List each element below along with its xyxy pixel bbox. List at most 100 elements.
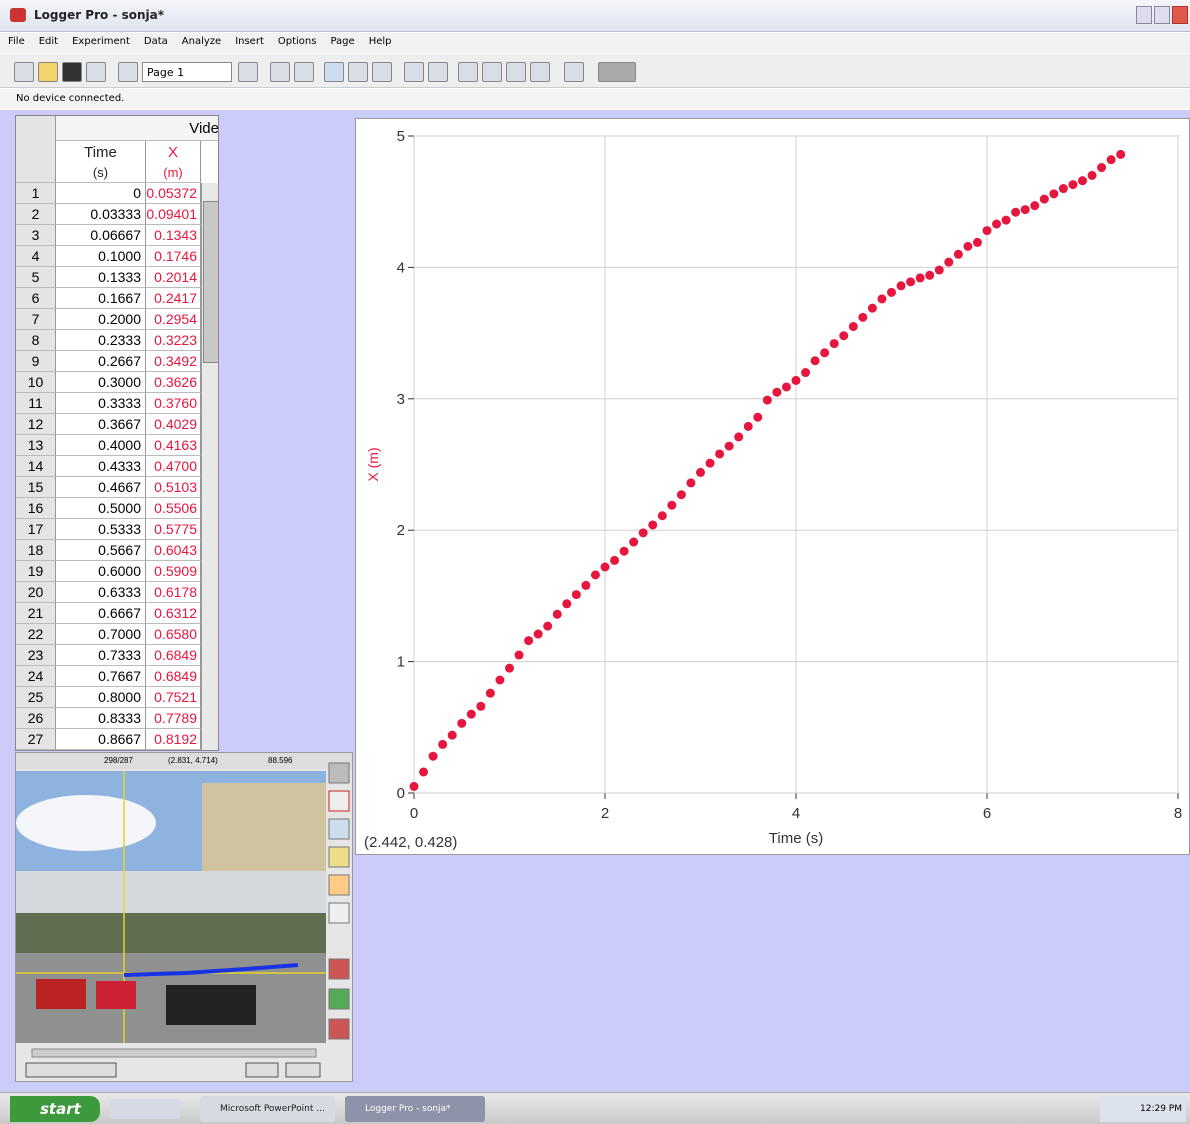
zoom-in-button[interactable] <box>348 62 368 82</box>
open-button[interactable] <box>38 62 58 82</box>
data-point <box>983 226 992 235</box>
page-selector[interactable]: Page 1 <box>142 62 232 82</box>
data-point <box>1011 208 1020 217</box>
time-cell: 0.4333 <box>56 456 146 477</box>
quick-launch[interactable] <box>110 1099 180 1119</box>
data-point <box>505 664 514 673</box>
x-cell: 0.3492 <box>146 351 201 372</box>
data-point <box>734 432 743 441</box>
video-option[interactable] <box>246 1063 278 1077</box>
data-point <box>1088 171 1097 180</box>
data-point <box>744 422 753 431</box>
table-button[interactable] <box>270 62 290 82</box>
video-tool[interactable] <box>329 903 349 923</box>
video-tool[interactable] <box>329 763 349 783</box>
data-point <box>868 304 877 313</box>
video-slider[interactable] <box>32 1049 316 1057</box>
tangent-button[interactable] <box>428 62 448 82</box>
cursor-readout: (2.442, 0.428) <box>364 834 457 851</box>
new-button[interactable] <box>14 62 34 82</box>
y-axis-label: X (m) <box>365 447 381 481</box>
data-point <box>916 273 925 282</box>
taskbar: start 12:29 PM Microsoft PowerPoint ...L… <box>0 1092 1190 1124</box>
video-tool[interactable] <box>329 959 349 979</box>
data-point <box>925 271 934 280</box>
zoom-out-button[interactable] <box>372 62 392 82</box>
video-tool[interactable] <box>329 875 349 895</box>
linear-fit-button[interactable] <box>506 62 526 82</box>
x-cell: 0.7789 <box>146 708 201 729</box>
toolbar: Page 1 <box>0 54 1190 88</box>
autoscale-button[interactable] <box>324 62 344 82</box>
x-cell: 0.6580 <box>146 624 201 645</box>
time-cell: 0.1667 <box>56 288 146 309</box>
menu-item[interactable]: Options <box>270 33 323 47</box>
x-cell: 0.2417 <box>146 288 201 309</box>
row-number: 17 <box>16 519 56 540</box>
y-tick-label: 4 <box>397 259 405 276</box>
maximize-button[interactable] <box>1154 6 1170 24</box>
data-point <box>1049 189 1058 198</box>
save-button[interactable] <box>62 62 82 82</box>
next-page-button[interactable] <box>238 62 258 82</box>
integral-button[interactable] <box>458 62 478 82</box>
menu-item[interactable]: Page <box>322 33 360 47</box>
menu-item[interactable]: Experiment <box>64 33 136 47</box>
row-number: 11 <box>16 393 56 414</box>
minimize-button[interactable] <box>1136 6 1152 24</box>
data-point <box>820 348 829 357</box>
x-cell: 0.5775 <box>146 519 201 540</box>
collect-button[interactable] <box>598 62 636 82</box>
data-point <box>877 294 886 303</box>
row-number: 9 <box>16 351 56 372</box>
data-point <box>1116 150 1125 159</box>
replay-button[interactable] <box>564 62 584 82</box>
start-button[interactable]: start <box>10 1096 100 1122</box>
video-tool[interactable] <box>329 1019 349 1039</box>
data-point <box>572 590 581 599</box>
task-button[interactable]: Microsoft PowerPoint ... <box>200 1096 335 1122</box>
stats-button[interactable] <box>482 62 502 82</box>
status-bar: No device connected. <box>0 89 1190 109</box>
examine-button[interactable] <box>404 62 424 82</box>
menu-item[interactable]: Help <box>361 33 398 47</box>
row-number: 25 <box>16 687 56 708</box>
scroll-thumb[interactable] <box>203 201 219 363</box>
data-point <box>620 547 629 556</box>
video-tool[interactable] <box>329 819 349 839</box>
row-number: 3 <box>16 225 56 246</box>
data-point <box>897 281 906 290</box>
go-kart <box>96 981 136 1009</box>
x-cell: 0.6312 <box>146 603 201 624</box>
meter-button[interactable] <box>294 62 314 82</box>
x-cell: 0.3223 <box>146 330 201 351</box>
cloud <box>16 795 156 851</box>
menu-item[interactable]: Insert <box>227 33 270 47</box>
x-tick-label: 8 <box>1174 805 1182 822</box>
page-icon[interactable] <box>118 62 138 82</box>
data-point <box>772 388 781 397</box>
video-tool[interactable] <box>329 791 349 811</box>
task-button[interactable]: Logger Pro - sonja* <box>345 1096 485 1122</box>
video-option[interactable] <box>286 1063 320 1077</box>
time-cell: 0.03333 <box>56 204 146 225</box>
curve-fit-button[interactable] <box>530 62 550 82</box>
menu-item[interactable]: Edit <box>31 33 64 47</box>
data-point <box>858 313 867 322</box>
playback-controls[interactable] <box>26 1063 116 1077</box>
x-tick-label: 2 <box>601 805 609 822</box>
video-tool[interactable] <box>329 847 349 867</box>
menu-item[interactable]: File <box>0 33 31 47</box>
time-cell: 0.2333 <box>56 330 146 351</box>
data-point <box>1030 201 1039 210</box>
data-point <box>706 459 715 468</box>
menu-item[interactable]: Analyze <box>174 33 227 47</box>
x-cell: 0.6849 <box>146 666 201 687</box>
print-button[interactable] <box>86 62 106 82</box>
menu-item[interactable]: Data <box>136 33 174 47</box>
video-tool[interactable] <box>329 989 349 1009</box>
close-button[interactable] <box>1172 6 1188 24</box>
